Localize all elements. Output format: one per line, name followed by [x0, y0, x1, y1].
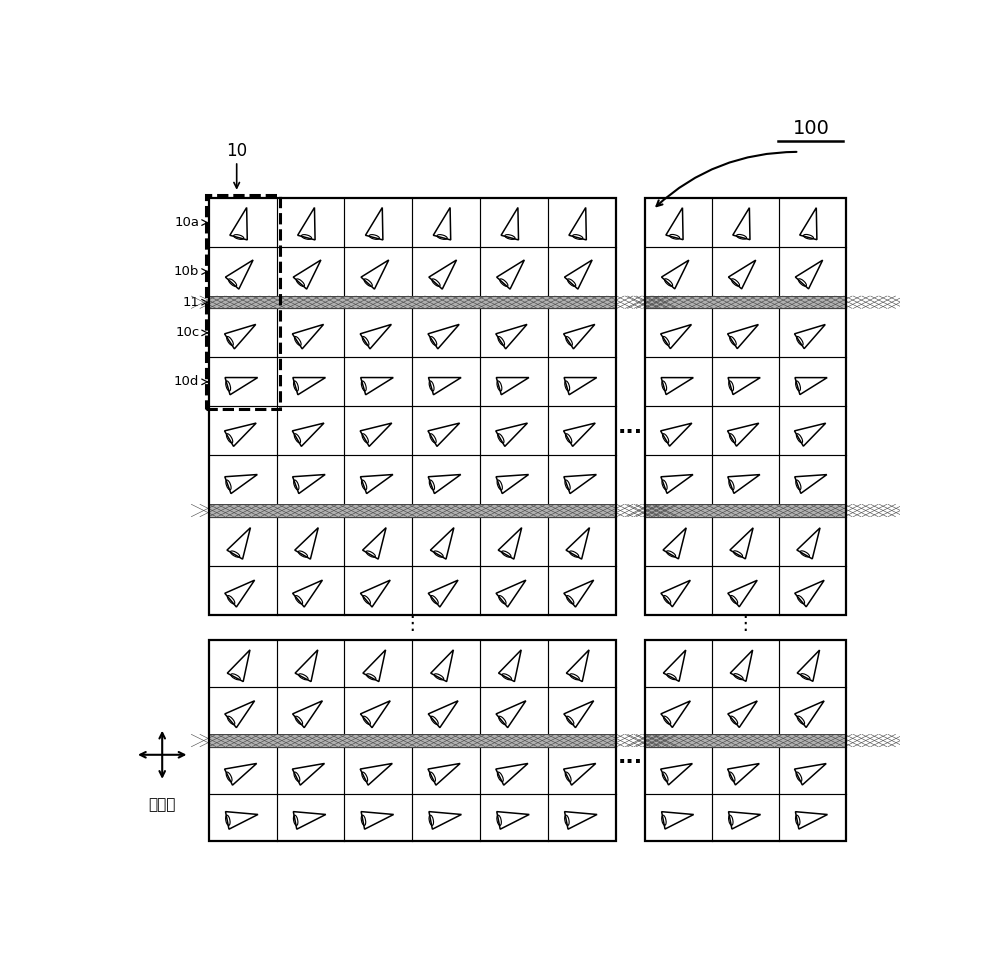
Bar — [645, 735, 846, 747]
Text: ...: ... — [618, 746, 643, 766]
Bar — [645, 198, 846, 615]
Bar — [645, 735, 846, 747]
Bar — [209, 504, 616, 517]
Bar — [209, 640, 616, 841]
Text: 10c: 10c — [175, 327, 199, 339]
Text: 10d: 10d — [174, 375, 199, 388]
Bar — [206, 195, 280, 410]
Text: 10: 10 — [226, 142, 247, 160]
Bar — [209, 735, 616, 747]
Bar — [645, 296, 846, 308]
Bar — [645, 640, 846, 841]
Bar — [209, 735, 616, 747]
Bar — [645, 296, 846, 308]
Text: 100: 100 — [792, 119, 829, 138]
Text: ...: ... — [618, 417, 643, 438]
Text: ⋮: ⋮ — [736, 614, 755, 633]
Text: 10b: 10b — [174, 265, 199, 278]
Text: ⋮: ⋮ — [402, 614, 422, 633]
Bar — [209, 198, 616, 615]
Text: 10a: 10a — [174, 216, 199, 229]
Bar — [209, 504, 616, 517]
Bar — [209, 296, 616, 308]
Bar — [645, 504, 846, 517]
Bar — [209, 296, 616, 308]
Text: 偏光轴: 偏光轴 — [149, 797, 176, 812]
Text: 11: 11 — [182, 296, 199, 308]
Bar — [645, 504, 846, 517]
